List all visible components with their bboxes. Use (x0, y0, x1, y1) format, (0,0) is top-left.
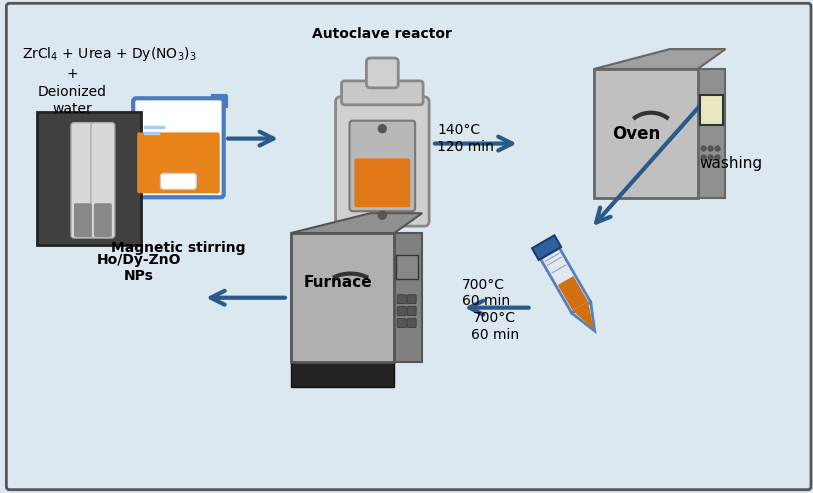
FancyBboxPatch shape (91, 123, 115, 238)
Circle shape (708, 146, 713, 151)
FancyBboxPatch shape (700, 95, 724, 125)
Polygon shape (291, 213, 422, 233)
Text: 140°C
120 min: 140°C 120 min (437, 123, 494, 154)
FancyBboxPatch shape (398, 295, 406, 304)
Circle shape (715, 155, 720, 160)
Text: water: water (52, 102, 92, 116)
FancyBboxPatch shape (160, 174, 196, 189)
Polygon shape (572, 302, 593, 329)
FancyBboxPatch shape (71, 123, 95, 238)
Text: 700°C
60 min: 700°C 60 min (462, 278, 510, 308)
FancyBboxPatch shape (354, 158, 411, 207)
FancyBboxPatch shape (594, 69, 698, 198)
Polygon shape (572, 302, 594, 331)
FancyBboxPatch shape (133, 98, 224, 197)
Text: +: + (66, 67, 78, 81)
FancyBboxPatch shape (93, 203, 112, 237)
FancyBboxPatch shape (407, 318, 416, 327)
Circle shape (708, 155, 713, 160)
Circle shape (701, 155, 706, 160)
Text: 700°C: 700°C (473, 311, 516, 324)
Circle shape (378, 211, 386, 219)
Text: Furnace: Furnace (303, 275, 372, 290)
Circle shape (715, 146, 720, 151)
Text: Magnetic stirring: Magnetic stirring (111, 241, 246, 255)
FancyBboxPatch shape (291, 233, 394, 362)
FancyBboxPatch shape (398, 318, 406, 327)
FancyBboxPatch shape (291, 362, 394, 387)
Text: ZrCl$_4$ + Urea + Dy(NO$_3$)$_3$: ZrCl$_4$ + Urea + Dy(NO$_3$)$_3$ (22, 45, 196, 63)
Circle shape (378, 125, 386, 133)
FancyBboxPatch shape (394, 233, 422, 362)
Text: Oven: Oven (612, 125, 660, 142)
FancyBboxPatch shape (7, 3, 811, 490)
Polygon shape (532, 235, 561, 260)
FancyBboxPatch shape (398, 307, 406, 316)
Polygon shape (558, 276, 588, 311)
Text: 60 min: 60 min (471, 327, 519, 342)
Polygon shape (541, 248, 591, 313)
FancyBboxPatch shape (396, 255, 418, 279)
FancyBboxPatch shape (37, 112, 141, 245)
FancyBboxPatch shape (407, 295, 416, 304)
Polygon shape (594, 49, 725, 69)
FancyBboxPatch shape (336, 97, 429, 226)
Text: washing: washing (699, 156, 762, 171)
FancyBboxPatch shape (341, 81, 423, 105)
Circle shape (701, 146, 706, 151)
Text: Autoclave reactor: Autoclave reactor (312, 27, 452, 41)
FancyBboxPatch shape (367, 58, 398, 88)
FancyBboxPatch shape (350, 121, 415, 211)
Text: Ho/Dy-ZnO
NPs: Ho/Dy-ZnO NPs (97, 253, 181, 283)
FancyBboxPatch shape (407, 307, 416, 316)
FancyBboxPatch shape (74, 203, 92, 237)
FancyBboxPatch shape (137, 133, 220, 193)
FancyBboxPatch shape (698, 69, 725, 198)
Text: Deionized: Deionized (37, 85, 107, 99)
